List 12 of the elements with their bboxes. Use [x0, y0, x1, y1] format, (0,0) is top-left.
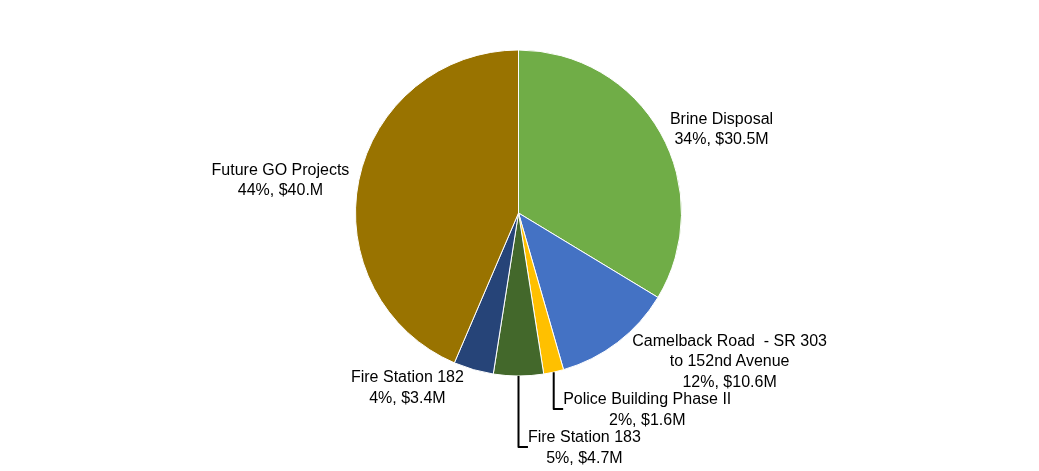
data-label: 44%, $40.M	[237, 181, 324, 199]
data-label: 5%, $4.7M	[546, 448, 623, 466]
slice-label: Future GO Projects	[211, 160, 350, 178]
data-label: 12%, $10.6M	[682, 373, 777, 391]
slice-label: Camelback Road - SR 303 to 152nd Avenue	[632, 331, 828, 370]
slice-label: Brine Disposal	[669, 109, 774, 127]
data-label: 4%, $3.4M	[369, 389, 446, 407]
slice-label: Police Building Phase II	[563, 390, 732, 408]
slice-label: Fire Station 183	[527, 428, 641, 446]
slice-label: Fire Station 182	[350, 368, 465, 386]
data-label: 34%, $30.5M	[674, 130, 769, 148]
data-label: 2%, $1.6M	[608, 411, 686, 429]
